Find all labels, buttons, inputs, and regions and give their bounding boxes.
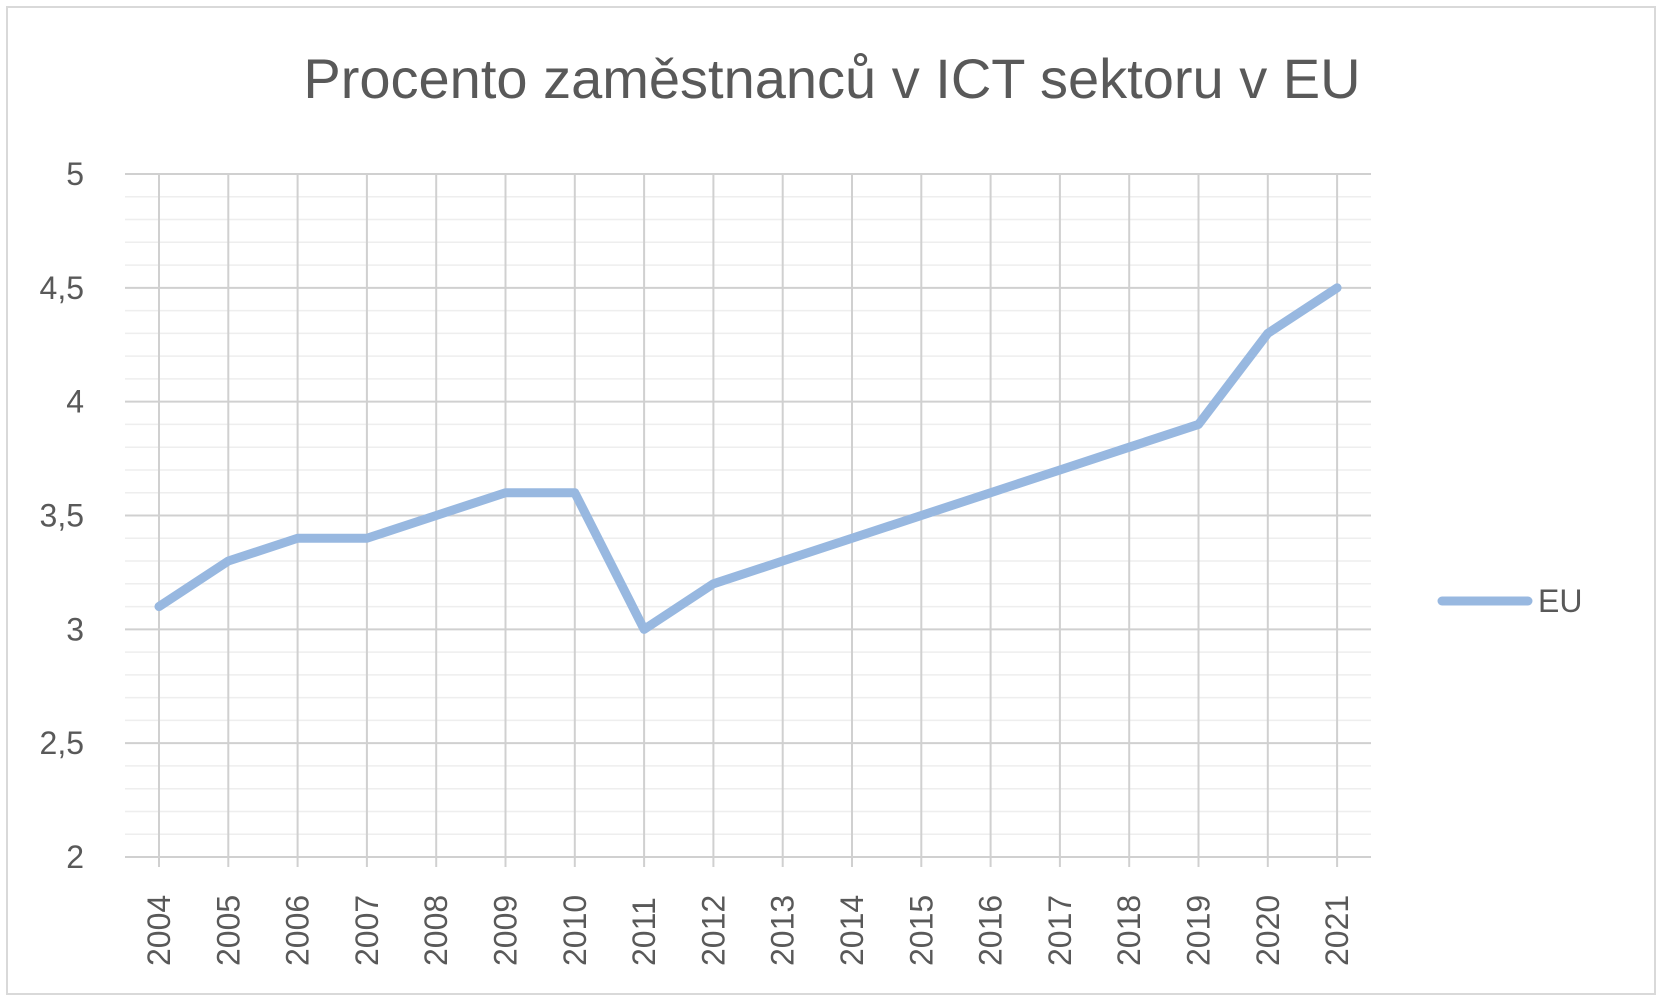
legend: EU <box>1437 583 1582 619</box>
data-point <box>227 560 229 562</box>
x-tick-label: 2014 <box>834 895 870 966</box>
data-point <box>643 628 645 630</box>
data-point <box>1198 423 1199 425</box>
y-tick-label: 5 <box>66 156 84 192</box>
data-point <box>712 583 714 585</box>
y-axis-ticks: 2 2,5 3 3,5 4 4,5 5 <box>40 156 84 875</box>
y-tick-label: 2 <box>66 839 84 875</box>
x-tick-label: 2013 <box>765 895 801 966</box>
x-tick-label: 2006 <box>280 895 316 966</box>
x-tick-label: 2009 <box>488 895 524 966</box>
x-axis-ticks: 2004 2005 2006 2007 2008 2009 2010 2011 2012 2013… <box>141 895 1355 966</box>
data-point <box>990 492 992 494</box>
chart-title: Procento zaměstnanců v ICT sektoru v EU <box>303 47 1360 110</box>
chart-frame <box>6 6 1656 995</box>
data-point <box>574 492 576 494</box>
data-point <box>158 606 160 608</box>
x-tick-label: 2019 <box>1181 895 1217 966</box>
data-point <box>1128 446 1130 448</box>
series-group <box>154 283 1342 634</box>
grid-lines <box>125 173 1371 867</box>
data-point <box>1267 332 1269 334</box>
x-tick-label: 2007 <box>349 895 385 966</box>
y-tick-label: 3 <box>66 611 84 647</box>
x-tick-label: 2008 <box>418 895 454 966</box>
x-tick-label: 2021 <box>1319 895 1355 966</box>
x-tick-label: 2017 <box>1042 895 1078 966</box>
x-tick-label: 2004 <box>141 895 177 966</box>
x-tick-label: 2015 <box>903 895 939 966</box>
x-tick-label: 2011 <box>626 897 662 966</box>
x-tick-label: 2005 <box>210 895 246 966</box>
data-point <box>505 492 506 494</box>
data-point <box>435 515 437 516</box>
x-tick-label: 2020 <box>1250 895 1286 966</box>
data-point <box>782 560 784 562</box>
series-line-eu <box>154 283 1342 634</box>
y-tick-label: 4 <box>66 384 84 420</box>
x-tick-label: 2010 <box>557 895 593 966</box>
legend-label-eu: EU <box>1538 583 1582 619</box>
x-tick-label: 2018 <box>1111 895 1147 966</box>
x-tick-label: 2012 <box>695 895 731 966</box>
y-tick-label: 3,5 <box>40 498 84 534</box>
y-tick-label: 2,5 <box>40 725 84 761</box>
data-point <box>1336 287 1338 289</box>
data-point <box>297 537 299 539</box>
data-point <box>366 537 368 539</box>
data-point <box>920 515 922 516</box>
data-point <box>1059 469 1061 471</box>
y-tick-label: 4,5 <box>40 270 84 306</box>
x-tick-label: 2016 <box>973 895 1009 966</box>
data-point <box>851 537 853 539</box>
